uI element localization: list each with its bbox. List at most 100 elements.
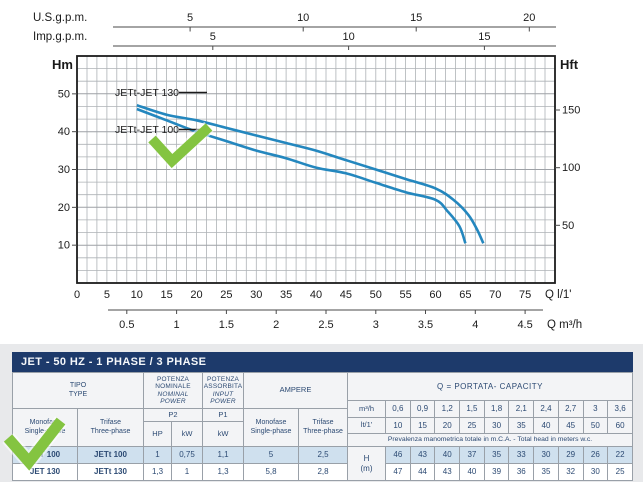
header-trifase: Trifase Three-phase xyxy=(76,408,145,447)
head-value-cell: 29 xyxy=(557,446,584,464)
head-value-cell: 37 xyxy=(459,446,485,464)
axis-impgpm: Imp.g.p.m. 5 10 15 xyxy=(33,31,556,50)
axis-l1: 0 5 10 15 20 25 30 35 40 45 50 55 60 65 70 75 Q l/1' xyxy=(74,289,572,301)
ampere-1ph-value: 5,8 xyxy=(243,463,300,481)
svg-text:5: 5 xyxy=(104,289,110,301)
header-lt1: lt/1' xyxy=(347,417,386,434)
capacity-lt1-cell: 15 xyxy=(409,417,436,434)
head-value-cell: 43 xyxy=(409,446,436,464)
curve-label: JETt-JET 100 xyxy=(115,124,179,136)
capacity-lt1-cell: 50 xyxy=(582,417,609,434)
svg-text:45: 45 xyxy=(340,289,352,301)
capacity-m3h-cell: 1,2 xyxy=(434,400,461,418)
svg-text:20: 20 xyxy=(58,202,70,214)
axis-hm-label: Hm xyxy=(52,57,73,72)
svg-text:65: 65 xyxy=(459,289,471,301)
curve-jett-jet-130 xyxy=(136,103,485,244)
head-value-cell: 35 xyxy=(533,463,559,481)
axis-usgpm: U.S.g.p.m. 5 10 15 20 xyxy=(33,12,556,32)
svg-text:20: 20 xyxy=(190,289,202,301)
svg-text:4: 4 xyxy=(472,319,478,331)
capacity-lt1-cell: 35 xyxy=(508,417,535,434)
head-value-cell: 30 xyxy=(533,446,559,464)
capacity-m3h-cell: 0,6 xyxy=(385,400,411,418)
capacity-lt1-cell: 45 xyxy=(557,417,584,434)
svg-text:1.5: 1.5 xyxy=(219,319,234,331)
svg-text:4.5: 4.5 xyxy=(517,319,532,331)
svg-text:30: 30 xyxy=(250,289,262,301)
svg-text:60: 60 xyxy=(429,289,441,301)
svg-text:30: 30 xyxy=(58,164,70,176)
header-monofase: Monofase Single-phase xyxy=(12,408,78,447)
model-name-three-phase: JETt 100 xyxy=(76,446,145,464)
capacity-lt1-cell: 30 xyxy=(483,417,510,434)
svg-text:50: 50 xyxy=(58,88,70,100)
svg-text:1: 1 xyxy=(174,319,180,331)
header-potenza-assorbita: POTENZA ASSORBITA INPUT POWER xyxy=(202,372,245,409)
header-kw-p2: kW xyxy=(171,421,204,447)
header-ampere-trifase: Trifase Three-phase xyxy=(298,408,349,447)
p1-kw-value: 1,1 xyxy=(202,446,245,464)
header-prevalenza: Prevalenza manometrica totale in m.C.A. … xyxy=(347,433,633,447)
kw-value: 0,75 xyxy=(171,446,204,464)
header-tipo: TIPO TYPE xyxy=(11,372,145,409)
svg-text:2.5: 2.5 xyxy=(318,319,333,331)
capacity-lt1-cell: 40 xyxy=(533,417,559,434)
capacity-m3h-cell: 1,8 xyxy=(483,400,510,418)
svg-text:5: 5 xyxy=(187,12,193,24)
head-value-cell: 35 xyxy=(483,446,510,464)
header-ampere: AMPERE xyxy=(243,372,349,409)
svg-text:40: 40 xyxy=(58,126,70,138)
checkmark-icon xyxy=(146,121,214,171)
capacity-m3h-cell: 2,1 xyxy=(508,400,535,418)
capacity-m3h-cell: 3,6 xyxy=(607,400,633,418)
curve-label: JETt-JET 130 xyxy=(115,87,179,99)
capacity-m3h-cell: 2,4 xyxy=(533,400,559,418)
table-title-bar: JET - 50 HZ - 1 PHASE / 3 PHASE xyxy=(12,352,633,372)
header-ampere-monofase: Monofase Single-phase xyxy=(243,408,300,447)
header-p2: P2 xyxy=(143,408,204,422)
head-value-cell: 33 xyxy=(508,446,535,464)
table-row-jet100: JET 100 JETt 100 1 0,75 1,1 5 2,5 xyxy=(12,446,349,464)
head-value-cell: 43 xyxy=(434,463,461,481)
axis-m3h-label: Q m³/h xyxy=(547,319,582,331)
head-value-cell: 40 xyxy=(459,463,485,481)
head-value-cell: 30 xyxy=(582,463,609,481)
pump-curves xyxy=(136,103,485,244)
header-q-capacity: Q = PORTATA- CAPACITY xyxy=(347,372,633,401)
kw-value: 1 xyxy=(171,463,204,481)
capacity-m3h-cell: 3 xyxy=(582,400,609,418)
svg-text:15: 15 xyxy=(478,31,490,43)
svg-text:15: 15 xyxy=(410,12,422,24)
table-title: JET - 50 HZ - 1 PHASE / 3 PHASE xyxy=(21,356,207,368)
head-value-cell: 44 xyxy=(409,463,436,481)
header-p1: P1 xyxy=(202,408,245,422)
axis-l1-label: Q l/1' xyxy=(545,289,571,301)
curve-labels: JETt-JET 130 JETt-JET 100 xyxy=(115,87,207,136)
capacity-m3h-cell: 0,9 xyxy=(409,400,436,418)
svg-text:100: 100 xyxy=(562,162,580,174)
ampere-3ph-value: 2,8 xyxy=(298,463,349,481)
capacity-lt1-cell: 25 xyxy=(459,417,485,434)
ampere-3ph-value: 2,5 xyxy=(298,446,349,464)
header-hp: HP xyxy=(143,421,173,447)
checkmark-icon xyxy=(2,416,67,471)
svg-text:70: 70 xyxy=(489,289,501,301)
header-potenza-nominale: POTENZA NOMINALE NOMINAL POWER xyxy=(143,372,204,409)
spec-table-capacity: Q = PORTATA- CAPACITY m³/h 0,6 0,9 1,2 1,5 1,8… xyxy=(347,372,633,481)
head-value-cell: 36 xyxy=(508,463,535,481)
p1-kw-value: 1,3 xyxy=(202,463,245,481)
head-value-cell: 46 xyxy=(385,446,411,464)
axis-impgpm-label: Imp.g.p.m. xyxy=(33,31,87,43)
svg-text:2: 2 xyxy=(273,319,279,331)
head-value-cell: 47 xyxy=(385,463,411,481)
svg-text:0: 0 xyxy=(74,289,80,301)
head-value-cell: 32 xyxy=(557,463,584,481)
model-name-three-phase: JETt 130 xyxy=(76,463,145,481)
svg-text:10: 10 xyxy=(342,31,354,43)
svg-text:25: 25 xyxy=(220,289,232,301)
head-value-cell: 26 xyxy=(582,446,609,464)
svg-text:20: 20 xyxy=(523,12,535,24)
svg-text:75: 75 xyxy=(519,289,531,301)
